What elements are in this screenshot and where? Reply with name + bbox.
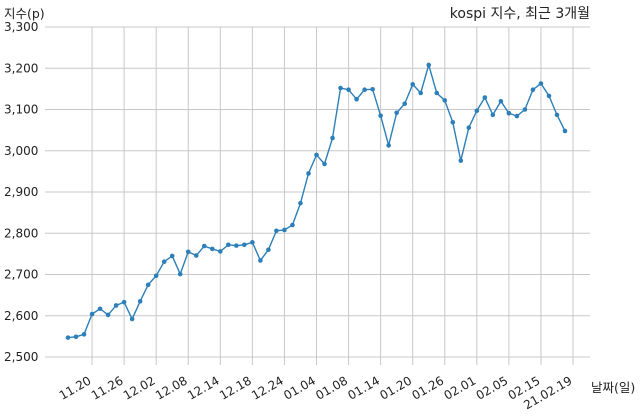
x-tick-label: 12.18 [217,373,254,402]
data-point [378,113,383,118]
data-point [234,243,239,248]
data-point [386,143,391,148]
y-tick-label: 2,600 [4,309,38,323]
data-point [562,128,568,134]
data-point [314,152,319,158]
data-point [81,332,87,337]
grid [45,26,590,365]
data-point [113,303,119,308]
x-tick-label: 01.26 [410,373,447,402]
y-axis-label: 지수(p) [4,6,45,21]
data-point [169,253,175,259]
y-tick-labels: 2,500 2,600 2,700 2,800 2,900 3,000 3,100 3,200… [4,20,38,364]
data-point [185,249,191,255]
data-point [474,108,480,114]
data-point [105,312,111,318]
data-point [306,171,311,176]
data-point [145,282,151,288]
data-point [554,112,560,118]
data-point [410,82,415,87]
x-tick-label: 02.05 [474,373,511,402]
data-point [97,306,103,312]
data-point [89,311,95,317]
y-tick-label: 2,900 [4,185,38,199]
data-point [73,334,79,340]
data-point [490,112,496,118]
data-point [506,110,512,116]
data-point [218,249,223,254]
data-point [442,98,448,103]
data-point [418,90,424,96]
data-point [65,335,71,340]
data-point [530,87,536,92]
data-point [522,107,528,112]
x-tick-label: 12.14 [185,373,222,402]
x-tick-label: 12.24 [249,373,286,402]
data-point [258,258,263,263]
data-point [346,87,351,92]
y-tick-label: 3,200 [4,61,38,75]
data-point [354,96,359,102]
series-points [65,62,568,340]
data-point [458,158,464,163]
data-point [274,228,279,234]
x-tick-label: 02.01 [442,373,479,402]
data-point [209,246,215,252]
data-point [498,98,504,104]
data-point [546,93,552,99]
data-point [137,299,143,304]
data-point [426,62,432,68]
data-point [514,113,520,119]
data-point [121,299,127,305]
data-point [193,253,199,258]
data-point [538,81,544,86]
data-point [466,125,472,130]
data-point [298,200,303,206]
x-tick-label: 01.20 [377,373,414,402]
x-tick-label: 11.20 [57,373,94,402]
data-point [161,259,167,265]
x-tick-label: 01.04 [281,373,318,402]
x-tick-label: 12.02 [121,373,158,402]
data-point [266,247,271,253]
x-tick-labels: 11.2011.2612.0212.0812.1412.1812.2401.04… [57,373,575,412]
data-point [201,243,207,249]
x-tick-label: 01.14 [345,373,382,402]
x-tick-label: 11.26 [89,373,126,402]
x-tick-label: 01.08 [313,373,350,402]
data-point [129,316,135,322]
data-point [153,273,159,279]
data-point [242,242,247,248]
y-tick-label: 3,100 [4,103,38,117]
y-tick-label: 2,700 [4,268,38,282]
chart-title: kospi 지수, 최근 3개월 [450,6,590,22]
data-point [177,271,183,277]
data-point [282,227,287,233]
data-point [370,86,375,92]
y-tick-label: 3,000 [4,144,38,158]
data-point [250,240,255,245]
data-point [450,119,456,125]
data-point [226,242,231,248]
y-tick-label: 2,800 [4,226,38,240]
data-point [330,135,335,141]
data-point [394,110,399,116]
data-point [290,222,295,228]
data-point [434,90,440,96]
x-axis-label: 날짜(일) [591,380,635,395]
y-tick-label: 2,500 [4,350,38,364]
data-point [402,101,407,107]
data-point [338,85,343,91]
y-tick-label: 3,300 [4,20,38,34]
data-point [482,95,488,100]
x-tick-label: 12.08 [153,373,190,402]
data-point [322,161,327,167]
data-point [362,87,367,92]
